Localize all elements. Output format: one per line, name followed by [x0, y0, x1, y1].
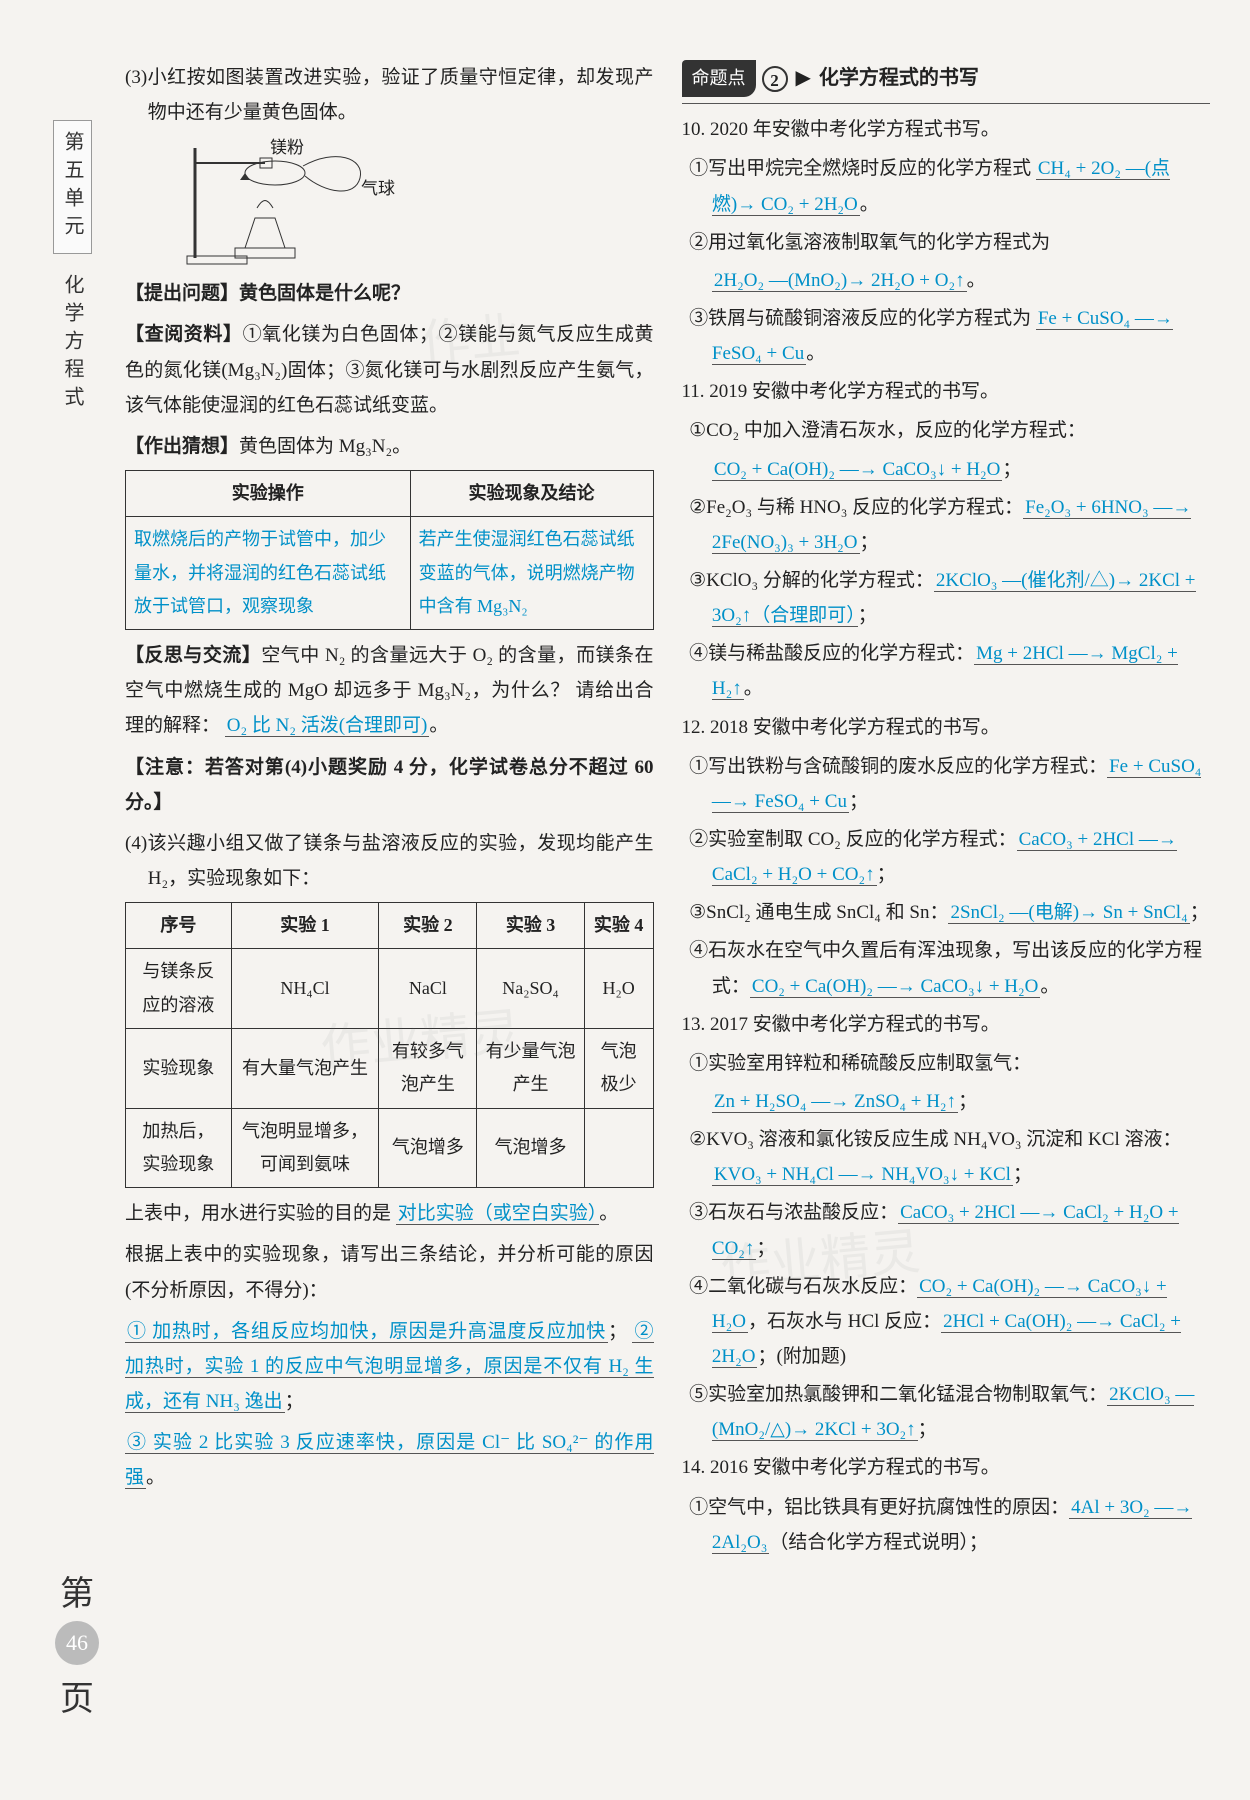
- topic-badge: 命题点: [682, 60, 756, 97]
- q4-conclusions: ① 加热时，各组反应均加快，原因是升高温度反应加快； ② 加热时，实验 1 的反…: [125, 1314, 654, 1419]
- q4-p1: 上表中，用水进行实验的目的是 对比实验（或空白实验）。: [125, 1196, 654, 1231]
- topic-header: 命题点 2 ▶ 化学方程式的书写: [682, 60, 1211, 97]
- q3-intro: (3)小红按如图装置改进实验，验证了质量守恒定律，却发现产物中还有少量黄色固体。: [125, 60, 654, 130]
- guess: 【作出猜想】黄色固体为 Mg₃N₂。: [125, 429, 654, 464]
- topic-title: 化学方程式的书写: [819, 60, 979, 97]
- right-column: 命题点 2 ▶ 化学方程式的书写 10. 2020 年安徽中考化学方程式书写。 …: [682, 60, 1211, 1563]
- q12-3: ③SnCl₂ 通电生成 SnCl₄ 和 Sn：2SnCl₂ —(电解)→ Sn …: [682, 895, 1211, 930]
- left-column: (3)小红按如图装置改进实验，验证了质量守恒定律，却发现产物中还有少量黄色固体。…: [125, 60, 654, 1563]
- q14: 14. 2016 安徽中考化学方程式的书写。: [682, 1450, 1211, 1485]
- q13: 13. 2017 安徽中考化学方程式的书写。: [682, 1007, 1211, 1042]
- q12-2: ②实验室制取 CO₂ 反应的化学方程式：CaCO₃ + 2HCl —→ CaCl…: [682, 822, 1211, 892]
- q10-3: ③铁屑与硫酸铜溶液反应的化学方程式为 Fe + CuSO₄ —→ FeSO₄ +…: [682, 301, 1211, 371]
- diagram-label-top: 镁粉: [270, 132, 304, 163]
- bonus-note: 【注意：若答对第(4)小题奖励 4 分，化学试卷总分不超过 60 分。】: [125, 750, 654, 820]
- table-experiment-1: 实验操作 实验现象及结论 取燃烧后的产物于试管中，加少量水，并将湿润的红色石蕊试…: [125, 470, 654, 630]
- q10-2a: 2H₂O₂ —(MnO₂)→ 2H₂O + O₂↑。: [682, 263, 1211, 298]
- t1-h2: 实验现象及结论: [410, 470, 653, 516]
- page-number: 第 46 页: [55, 1566, 99, 1720]
- q10-1: ①写出甲烷完全燃烧时反应的化学方程式 CH₄ + 2O₂ —(点燃)→ CO₂ …: [682, 151, 1211, 221]
- q13-4: ④二氧化碳与石灰水反应：CO₂ + Ca(OH)₂ —→ CaCO₃↓ + H₂…: [682, 1269, 1211, 1374]
- prompt-question: 【提出问题】黄色固体是什么呢？: [125, 276, 654, 311]
- reflect-answer: O₂ 比 N₂ 活泼(合理即可): [225, 715, 430, 737]
- q11-4: ④镁与稀盐酸反应的化学方程式：Mg + 2HCl —→ MgCl₂ + H₂↑。: [682, 636, 1211, 706]
- q4-c3: ③ 实验 2 比实验 3 反应速率快，原因是 Cl⁻ 比 SO₄²⁻ 的作用强。: [125, 1425, 654, 1495]
- left-margin: 第五单元 化学方程式: [50, 60, 95, 1563]
- q11-2: ②Fe₂O₃ 与稀 HNO₃ 反应的化学方程式：Fe₂O₃ + 6HNO₃ —→…: [682, 490, 1211, 560]
- apparatus-diagram: 镁粉 气球: [185, 138, 385, 268]
- arrow-icon: ▶: [796, 60, 811, 97]
- diagram-label-right: 气球: [361, 173, 395, 204]
- reflect: 【反思与交流】空气中 N₂ 的含量远大于 O₂ 的含量，而镁条在空气中燃烧生成的…: [125, 638, 654, 743]
- sub-label: 化学方程式: [54, 264, 91, 424]
- q11-3: ③KClO₃ 分解的化学方程式：2KClO₃ —(催化剂/△)→ 2KCl + …: [682, 563, 1211, 633]
- t1-h1: 实验操作: [126, 470, 411, 516]
- q13-1: ①实验室用锌粒和稀硫酸反应制取氢气：: [682, 1046, 1211, 1081]
- page: 第五单元 化学方程式 (3)小红按如图装置改进实验，验证了质量守恒定律，却发现产…: [50, 60, 1210, 1563]
- t1-c1: 取燃烧后的产物于试管中，加少量水，并将湿润的红色石蕊试纸放于试管口，观察现象: [126, 517, 411, 630]
- q10: 10. 2020 年安徽中考化学方程式书写。: [682, 112, 1211, 147]
- q11-1: ①CO₂ 中加入澄清石灰水，反应的化学方程式：: [682, 413, 1211, 448]
- q14-1: ①空气中，铝比铁具有更好抗腐蚀性的原因：4Al + 3O₂ —→ 2Al₂O₃（…: [682, 1490, 1211, 1560]
- table-experiment-2: 序号 实验 1 实验 2 实验 3 实验 4 与镁条反应的溶液 NH₄Cl Na…: [125, 902, 654, 1188]
- q4-intro: (4)该兴趣小组又做了镁条与盐溶液反应的实验，发现均能产生 H₂，实验现象如下：: [125, 826, 654, 896]
- q12-4: ④石灰水在空气中久置后有浑浊现象，写出该反应的化学方程式：CO₂ + Ca(OH…: [682, 933, 1211, 1003]
- topic-divider: [682, 103, 1211, 104]
- q13-3: ③石灰石与浓盐酸反应：CaCO₃ + 2HCl —→ CaCl₂ + H₂O +…: [682, 1195, 1211, 1265]
- q12: 12. 2018 安徽中考化学方程式的书写。: [682, 710, 1211, 745]
- q10-2: ②用过氧化氢溶液制取氧气的化学方程式为: [682, 225, 1211, 260]
- q13-2: ②KVO₃ 溶液和氯化铵反应生成 NH₄VO₃ 沉淀和 KCl 溶液：KVO₃ …: [682, 1122, 1211, 1192]
- q4-p2: 根据上表中的实验现象，请写出三条结论，并分析可能的原因(不分析原因，不得分)：: [125, 1237, 654, 1307]
- q13-5: ⑤实验室加热氯酸钾和二氧化锰混合物制取氧气：2KClO₃ —(MnO₂/△)→ …: [682, 1377, 1211, 1447]
- content-columns: (3)小红按如图装置改进实验，验证了质量守恒定律，却发现产物中还有少量黄色固体。…: [125, 60, 1210, 1563]
- q12-1: ①写出铁粉与含硫酸铜的废水反应的化学方程式：Fe + CuSO₄ —→ FeSO…: [682, 749, 1211, 819]
- topic-num: 2: [762, 66, 788, 92]
- unit-label: 第五单元: [53, 120, 92, 254]
- q11: 11. 2019 安徽中考化学方程式的书写。: [682, 374, 1211, 409]
- reference: 【查阅资料】①氧化镁为白色固体；②镁能与氮气反应生成黄色的氮化镁(Mg₃N₂)固…: [125, 317, 654, 422]
- t1-c2: 若产生使湿润红色石蕊试纸变蓝的气体，说明燃烧产物中含有 Mg₃N₂: [410, 517, 653, 630]
